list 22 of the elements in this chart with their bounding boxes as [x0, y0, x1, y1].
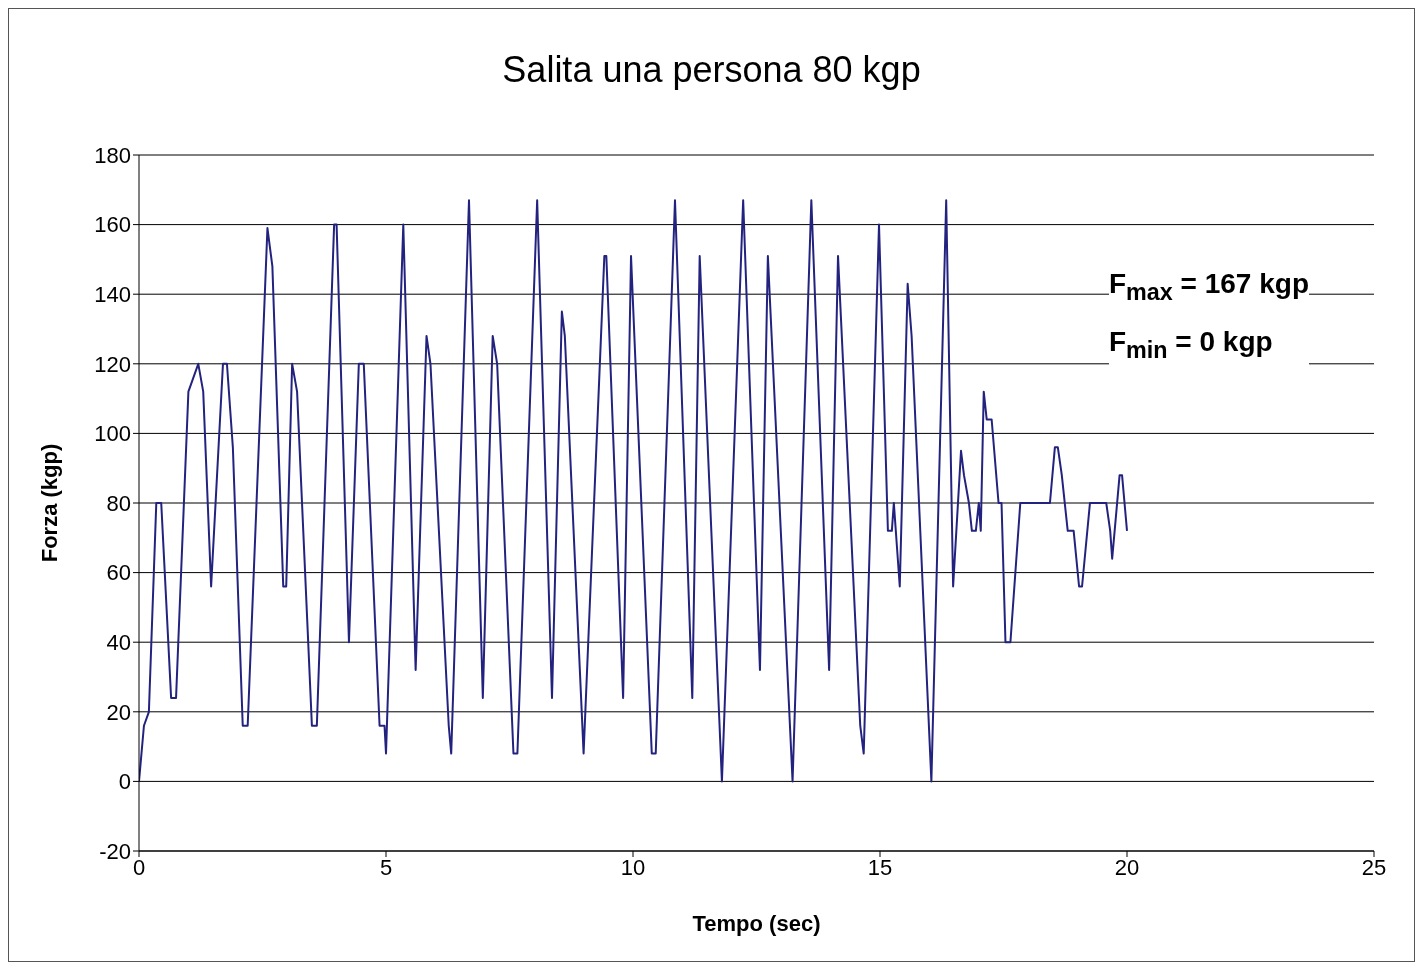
x-axis-title: Tempo (sec) [692, 911, 821, 936]
annotation: F$_{max}$ = 167 kgp [1109, 267, 1309, 307]
y-tick-label: 160 [94, 212, 131, 238]
x-tick-label: 5 [379, 854, 393, 880]
y-tick-label: 180 [94, 142, 131, 168]
x-tick-label: 10 [620, 854, 646, 880]
x-tick-label: 25 [1361, 854, 1387, 880]
y-tick-label: 80 [106, 490, 131, 516]
y-tick-label: 120 [94, 351, 131, 377]
line-series [139, 199, 1128, 783]
y-tick-label: 20 [106, 699, 131, 725]
y-tick-label: -20 [99, 838, 131, 864]
y-tick-label: 40 [106, 630, 131, 656]
y-tick-label: 60 [106, 560, 131, 586]
chart-title: Salita una persona 80 kgp [501, 49, 922, 91]
x-tick-label: 20 [1114, 854, 1140, 880]
y-tick-label: 140 [94, 282, 131, 308]
y-axis-title: Forza (kgp) [36, 443, 62, 563]
annotation: F$_{min}$ = 0 kgp [1109, 324, 1274, 365]
y-tick-label: 0 [118, 769, 131, 795]
y-tick-label: 100 [94, 421, 131, 447]
x-tick-label: 15 [867, 854, 893, 880]
